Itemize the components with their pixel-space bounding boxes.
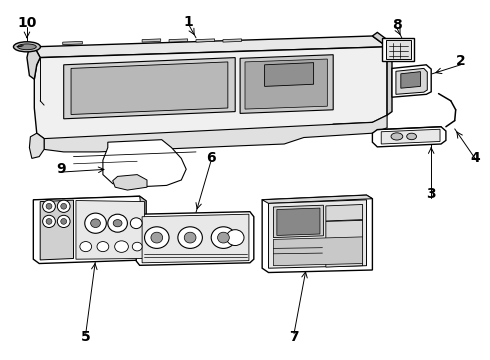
Polygon shape — [372, 127, 446, 147]
Text: 7: 7 — [289, 330, 299, 343]
Text: 3: 3 — [426, 188, 436, 201]
Polygon shape — [240, 55, 333, 113]
Polygon shape — [76, 201, 145, 259]
Polygon shape — [326, 204, 363, 221]
Ellipse shape — [57, 200, 70, 212]
Polygon shape — [273, 205, 323, 238]
Polygon shape — [273, 237, 363, 266]
Ellipse shape — [130, 218, 142, 229]
Polygon shape — [44, 115, 387, 152]
Polygon shape — [277, 208, 320, 235]
Polygon shape — [33, 196, 146, 264]
Ellipse shape — [391, 133, 403, 140]
Polygon shape — [63, 41, 82, 45]
Polygon shape — [392, 65, 431, 97]
Polygon shape — [262, 195, 372, 203]
Polygon shape — [372, 32, 392, 115]
Ellipse shape — [115, 241, 128, 252]
Polygon shape — [33, 196, 145, 204]
Text: 10: 10 — [17, 17, 37, 30]
Ellipse shape — [43, 200, 55, 212]
Ellipse shape — [57, 215, 70, 228]
Bar — [382, 38, 414, 61]
Ellipse shape — [61, 203, 67, 209]
Ellipse shape — [80, 242, 92, 252]
Polygon shape — [169, 39, 188, 42]
Ellipse shape — [43, 215, 55, 228]
Polygon shape — [103, 140, 186, 187]
Polygon shape — [34, 47, 387, 141]
Polygon shape — [29, 133, 44, 158]
Ellipse shape — [226, 230, 244, 246]
Polygon shape — [223, 39, 242, 42]
Text: 8: 8 — [392, 18, 402, 32]
Ellipse shape — [14, 42, 40, 52]
Polygon shape — [71, 62, 228, 114]
Bar — [386, 40, 411, 59]
Polygon shape — [142, 39, 161, 42]
Ellipse shape — [91, 219, 100, 228]
Polygon shape — [196, 39, 215, 42]
Ellipse shape — [218, 232, 229, 243]
Ellipse shape — [18, 44, 36, 50]
Ellipse shape — [61, 219, 67, 224]
Polygon shape — [245, 59, 327, 109]
Ellipse shape — [108, 214, 127, 232]
Polygon shape — [262, 195, 372, 273]
Ellipse shape — [132, 242, 142, 251]
Text: 5: 5 — [81, 330, 91, 343]
Ellipse shape — [85, 213, 106, 233]
Polygon shape — [381, 129, 440, 144]
Ellipse shape — [46, 203, 52, 209]
Ellipse shape — [113, 220, 122, 227]
Ellipse shape — [145, 227, 169, 248]
Polygon shape — [113, 175, 147, 190]
Polygon shape — [142, 214, 249, 263]
Polygon shape — [326, 220, 363, 267]
Polygon shape — [27, 47, 40, 79]
Polygon shape — [396, 68, 427, 94]
Ellipse shape — [178, 227, 202, 248]
Polygon shape — [269, 200, 367, 268]
Ellipse shape — [211, 227, 236, 248]
Polygon shape — [140, 196, 146, 260]
Text: 6: 6 — [206, 152, 216, 165]
Polygon shape — [136, 212, 254, 265]
Polygon shape — [64, 58, 235, 119]
Text: 4: 4 — [470, 152, 480, 165]
Text: 1: 1 — [184, 15, 194, 28]
Ellipse shape — [97, 242, 109, 252]
Polygon shape — [265, 63, 314, 86]
Ellipse shape — [46, 219, 52, 224]
Ellipse shape — [151, 232, 163, 243]
Polygon shape — [40, 200, 74, 260]
Polygon shape — [401, 72, 420, 88]
Polygon shape — [34, 36, 387, 58]
Ellipse shape — [407, 133, 416, 140]
Text: 9: 9 — [56, 162, 66, 176]
Ellipse shape — [184, 232, 196, 243]
Text: 2: 2 — [456, 54, 466, 68]
